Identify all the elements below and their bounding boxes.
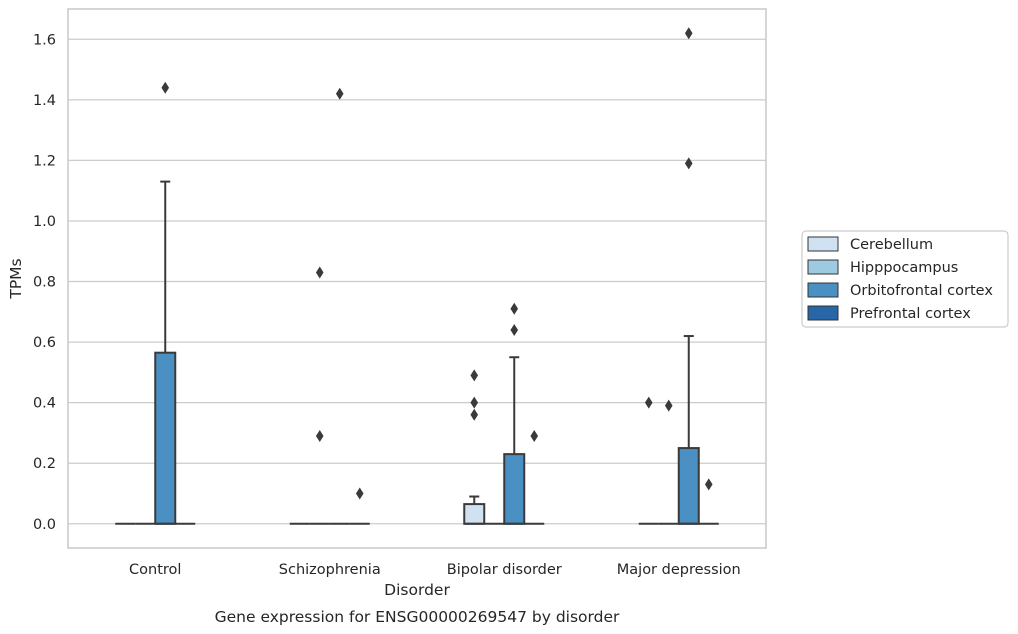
outlier-point (664, 399, 673, 412)
plot-area-frame (67, 8, 767, 549)
outlier-point (644, 396, 653, 409)
outlier-point (470, 408, 479, 421)
box-0-2 (463, 369, 486, 525)
y-tick-label: 0.4 (33, 396, 56, 412)
outlier-point (530, 429, 539, 442)
outlier-point (315, 429, 324, 442)
box-0-3 (638, 396, 659, 525)
y-tick-label: 1.4 (33, 93, 56, 109)
legend-label: Orbitofrontal cortex (850, 283, 993, 299)
legend-swatch (807, 305, 839, 321)
legend-label: Prefrontal cortex (850, 306, 971, 322)
box-1-3 (658, 399, 679, 525)
outlier-point (510, 302, 519, 315)
outlier-point (161, 81, 170, 94)
outlier-point (315, 266, 324, 279)
box-1-1 (309, 266, 330, 525)
outlier-point (684, 157, 693, 170)
outlier-point (704, 478, 713, 491)
box-layer (115, 27, 719, 525)
x-tick-label: Major depression (617, 562, 741, 578)
box-2-1 (329, 87, 350, 525)
box-iqr (677, 447, 700, 525)
chart-caption: Gene expression for ENSG00000269547 by d… (215, 608, 620, 626)
box-iqr (154, 351, 177, 525)
legend-label: Hipppocampus (850, 260, 958, 276)
y-tick-label: 0.8 (33, 275, 56, 291)
outlier-point (355, 487, 364, 500)
box-2-0 (154, 81, 177, 525)
legend: Cerebellum Hipppocampus Orbitofrontal cort… (801, 230, 1009, 328)
x-tick-label: Bipolar disorder (447, 562, 562, 578)
y-axis-ticks: 0.0 0.2 0.4 0.6 0.8 1.0 1.2 1.4 1.6 (33, 32, 56, 532)
y-tick-label: 1.2 (33, 153, 56, 169)
outlier-point (335, 87, 344, 100)
x-tick-label: Schizophrenia (279, 562, 381, 578)
box-2-3 (677, 27, 700, 525)
box-3-1 (349, 487, 370, 525)
box-2-2 (503, 302, 526, 525)
y-tick-label: 0.2 (33, 456, 56, 472)
gridlines (68, 38, 766, 525)
legend-label: Cerebellum (850, 237, 933, 253)
y-tick-label: 0.0 (33, 517, 56, 533)
box-iqr (463, 503, 486, 525)
legend-swatch (807, 259, 839, 275)
outlier-point (470, 396, 479, 409)
x-tick-label: Control (129, 562, 181, 578)
outlier-point (510, 323, 519, 336)
legend-swatch (807, 282, 839, 298)
y-tick-label: 0.6 (33, 335, 56, 351)
box-3-2 (524, 429, 545, 525)
legend-swatch (807, 236, 839, 252)
outlier-point (470, 369, 479, 382)
box-iqr (503, 453, 526, 525)
outlier-point (684, 27, 693, 40)
x-axis-ticks: Control Schizophrenia Bipolar disorder Majo… (129, 562, 741, 578)
y-tick-label: 1.6 (33, 32, 56, 48)
box-3-3 (698, 478, 719, 525)
y-axis-label: TPMs (7, 258, 25, 299)
x-axis-label: Disorder (384, 581, 450, 599)
y-tick-label: 1.0 (33, 214, 56, 230)
legend-frame (801, 230, 1009, 328)
